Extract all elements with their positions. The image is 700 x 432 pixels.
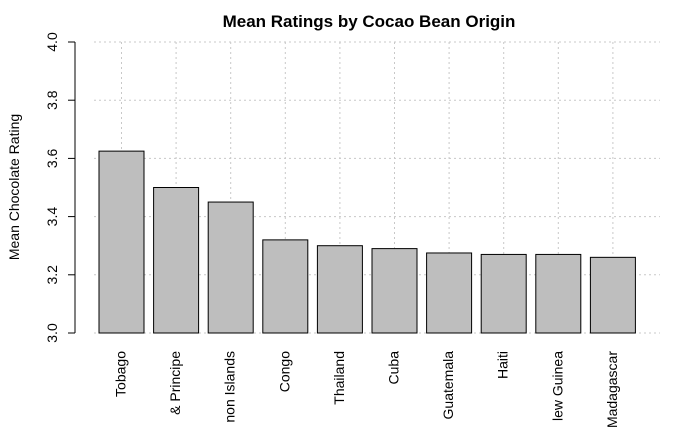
x-tick-label: Thailand	[331, 351, 347, 405]
y-tick-label: 3.4	[44, 207, 60, 227]
x-tick-label: Congo	[276, 351, 292, 392]
bar	[426, 252, 473, 334]
y-axis-label: Mean Chocolate Rating	[6, 114, 22, 260]
chart-title: Mean Ratings by Cocao Bean Origin	[223, 12, 516, 31]
y-tick-label: 3.8	[44, 90, 60, 110]
y-tick-label: 3.0	[44, 323, 60, 343]
bar	[316, 245, 363, 334]
bar	[153, 187, 200, 334]
bar	[535, 253, 582, 334]
y-tick-label: 3.6	[44, 148, 60, 168]
x-tick-label: Cuba	[386, 351, 402, 385]
x-tick-label: Madagascar	[604, 351, 620, 428]
bars	[98, 150, 636, 334]
x-tick-label: non Islands	[222, 351, 238, 423]
x-tick-labels: Tobago & Principe non Islands Congo Thailand…	[113, 351, 620, 428]
x-tick-label: & Principe	[167, 351, 183, 415]
bar	[262, 239, 309, 334]
bar	[98, 150, 145, 334]
bar	[207, 201, 254, 334]
bar	[480, 253, 527, 334]
y-tick-label: 3.2	[44, 265, 60, 285]
x-tick-label: lew Guinea	[549, 351, 565, 421]
y-ticks: 3.0 3.2 3.4 3.6 3.8 4.0	[44, 32, 75, 343]
bar	[589, 256, 636, 334]
x-tick-label: Haiti	[495, 351, 511, 379]
y-tick-label: 4.0	[44, 32, 60, 52]
bar	[371, 248, 418, 334]
x-tick-label: Tobago	[113, 351, 129, 397]
x-tick-label: Guatemala	[440, 351, 456, 420]
